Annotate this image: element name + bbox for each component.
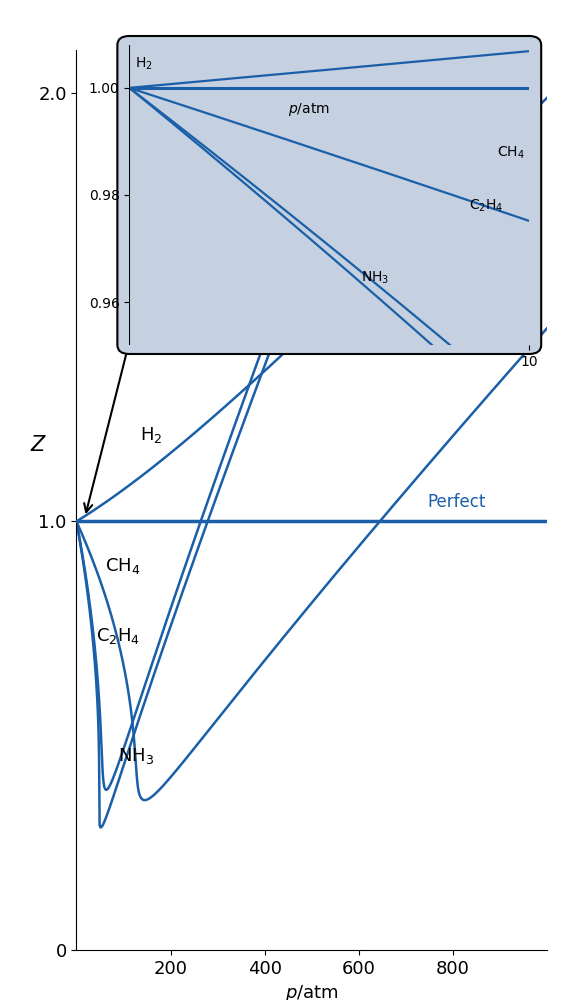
Text: $\mathrm{NH_3}$: $\mathrm{NH_3}$ [361,270,390,286]
Text: $p$/atm: $p$/atm [288,101,330,118]
Text: $\mathrm{C_2H_4}$: $\mathrm{C_2H_4}$ [469,198,504,214]
Text: $\mathrm{CH_4}$: $\mathrm{CH_4}$ [497,144,525,161]
FancyBboxPatch shape [118,36,541,354]
Text: $\mathrm{NH_3}$: $\mathrm{NH_3}$ [118,746,154,766]
Text: $\mathrm{C_2H_4}$: $\mathrm{C_2H_4}$ [96,626,141,646]
X-axis label: $p$/atm: $p$/atm [285,983,339,1000]
Text: Perfect: Perfect [427,493,486,511]
Text: $\mathrm{H_2}$: $\mathrm{H_2}$ [140,425,162,445]
Text: $\mathrm{CH_4}$: $\mathrm{CH_4}$ [105,556,140,576]
Y-axis label: $Z$: $Z$ [30,435,48,455]
Text: $\mathrm{H_2}$: $\mathrm{H_2}$ [135,55,153,72]
